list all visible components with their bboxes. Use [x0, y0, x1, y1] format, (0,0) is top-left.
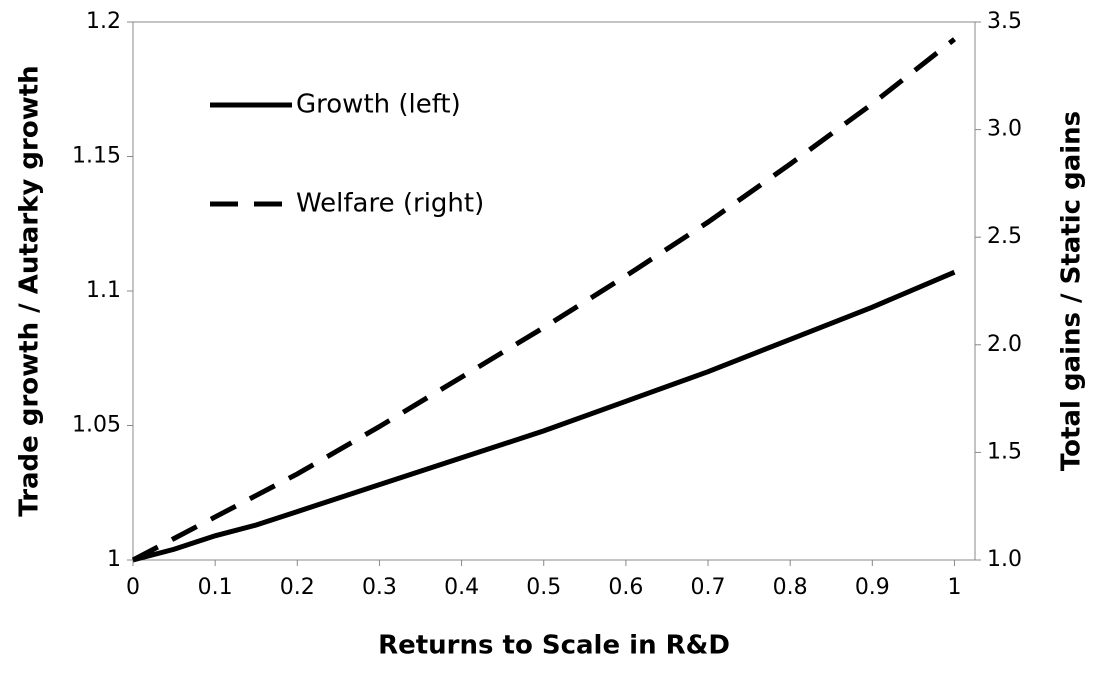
x-tick-label: 0.2	[280, 575, 315, 600]
x-tick-label: 0.8	[773, 575, 808, 600]
y2-tick-label: 2.0	[987, 332, 1022, 357]
y2-tick-label: 3.5	[987, 9, 1022, 34]
y-tick-label: 1.05	[72, 413, 121, 438]
y2-tick-label: 2.5	[987, 224, 1022, 249]
x-tick-label: 0.3	[362, 575, 397, 600]
y-tick-label: 1.15	[72, 144, 121, 169]
y2-axis-title: Total gains / Static gains	[1057, 111, 1087, 471]
legend-label: Growth (left)	[296, 90, 461, 120]
x-tick-label: 0.5	[526, 575, 561, 600]
y2-tick-label: 1.5	[987, 439, 1022, 464]
x-tick-label: 1	[947, 575, 961, 600]
y-tick-label: 1	[107, 547, 121, 572]
y2-tick-label: 1.0	[987, 547, 1022, 572]
x-tick-label: 0	[126, 575, 140, 600]
y-tick-label: 1.1	[86, 278, 121, 303]
y-tick-label: 1.2	[86, 9, 121, 34]
x-tick-label: 0.4	[444, 575, 479, 600]
series-line	[131, 37, 957, 563]
x-axis-title: Returns to Scale in R&D	[378, 631, 730, 661]
legend-label: Welfare (right)	[296, 189, 484, 219]
x-tick-label: 0.6	[608, 575, 643, 600]
y-axis-title: Trade growth / Autarky growth	[15, 65, 45, 516]
series-line	[132, 269, 956, 563]
x-tick-label: 0.7	[691, 575, 726, 600]
x-tick-label: 0.9	[855, 575, 890, 600]
y2-tick-label: 3.0	[987, 117, 1022, 142]
x-tick-label: 0.1	[198, 575, 233, 600]
